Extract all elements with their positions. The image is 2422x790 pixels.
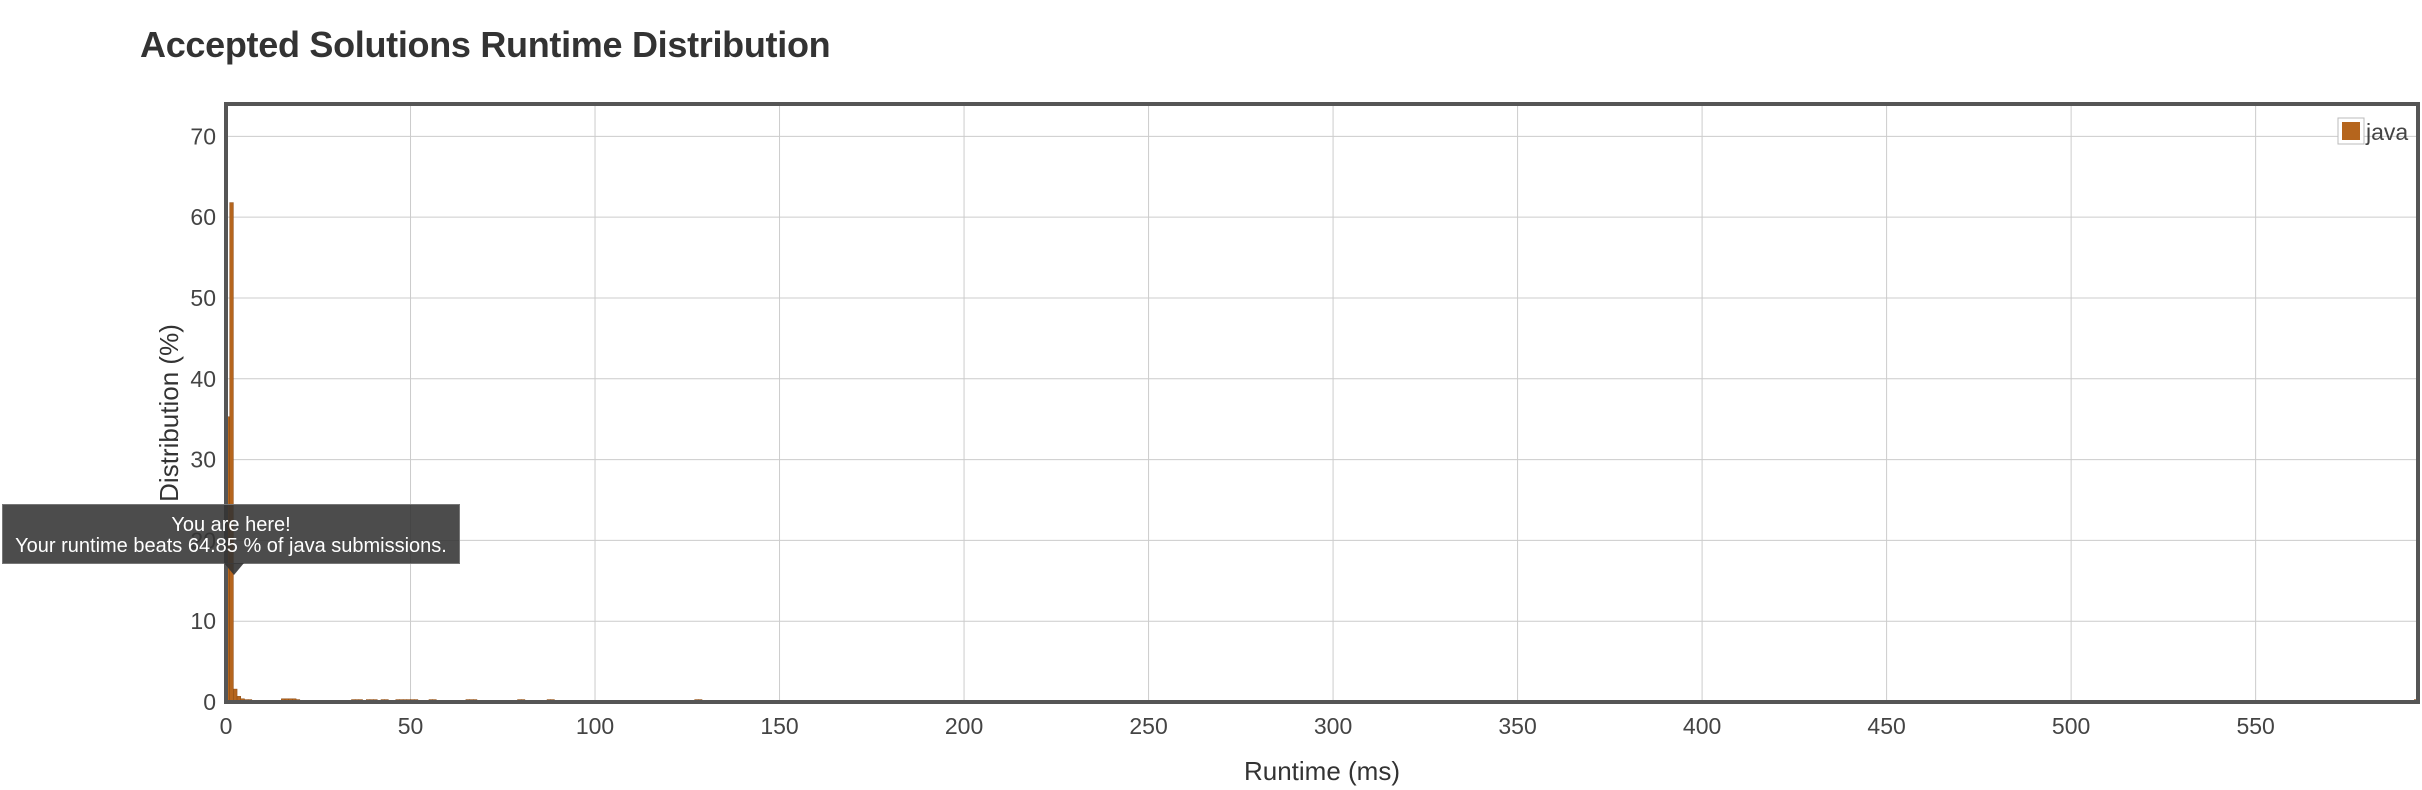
tooltip-arrow <box>224 563 244 575</box>
x-tick-label: 400 <box>1683 713 1721 739</box>
legend-swatch <box>2342 122 2360 140</box>
x-tick-label: 550 <box>2236 713 2274 739</box>
x-tick-label: 0 <box>220 713 233 739</box>
x-tick-label: 200 <box>945 713 983 739</box>
x-tick-label: 500 <box>2052 713 2090 739</box>
x-tick-label: 350 <box>1498 713 1536 739</box>
y-tick-label: 0 <box>203 689 216 715</box>
legend[interactable]: java <box>2337 117 2408 145</box>
bar-layer <box>225 202 2419 703</box>
tooltip-title: You are here! <box>171 514 291 536</box>
bar[interactable] <box>229 202 234 703</box>
x-tick-label: 150 <box>760 713 798 739</box>
x-tick-label: 300 <box>1314 713 1352 739</box>
y-axis-label: Distribution (%) <box>154 324 184 502</box>
y-tick-label: 60 <box>190 204 216 230</box>
plot-border <box>224 102 2420 704</box>
x-tick-label: 450 <box>1867 713 1905 739</box>
grid-layer <box>225 104 2418 703</box>
tooltip-text: Your runtime beats 64.85 % of java submi… <box>15 535 447 557</box>
axis-layer: 0102030405060700501001502002503003504004… <box>190 123 2274 739</box>
x-tick-label: 100 <box>576 713 614 739</box>
y-tick-label: 10 <box>190 608 216 634</box>
page-title: Accepted Solutions Runtime Distribution <box>140 24 831 65</box>
x-tick-label: 50 <box>398 713 424 739</box>
y-tick-label: 70 <box>190 123 216 149</box>
y-tick-label: 30 <box>190 447 216 473</box>
runtime-tooltip: You are here! Your runtime beats 64.85 %… <box>2 504 460 575</box>
y-tick-label: 50 <box>190 285 216 311</box>
x-axis-label: Runtime (ms) <box>1244 756 1400 786</box>
y-tick-label: 40 <box>190 366 216 392</box>
x-tick-label: 250 <box>1129 713 1167 739</box>
legend-label-java: java <box>2365 119 2408 145</box>
